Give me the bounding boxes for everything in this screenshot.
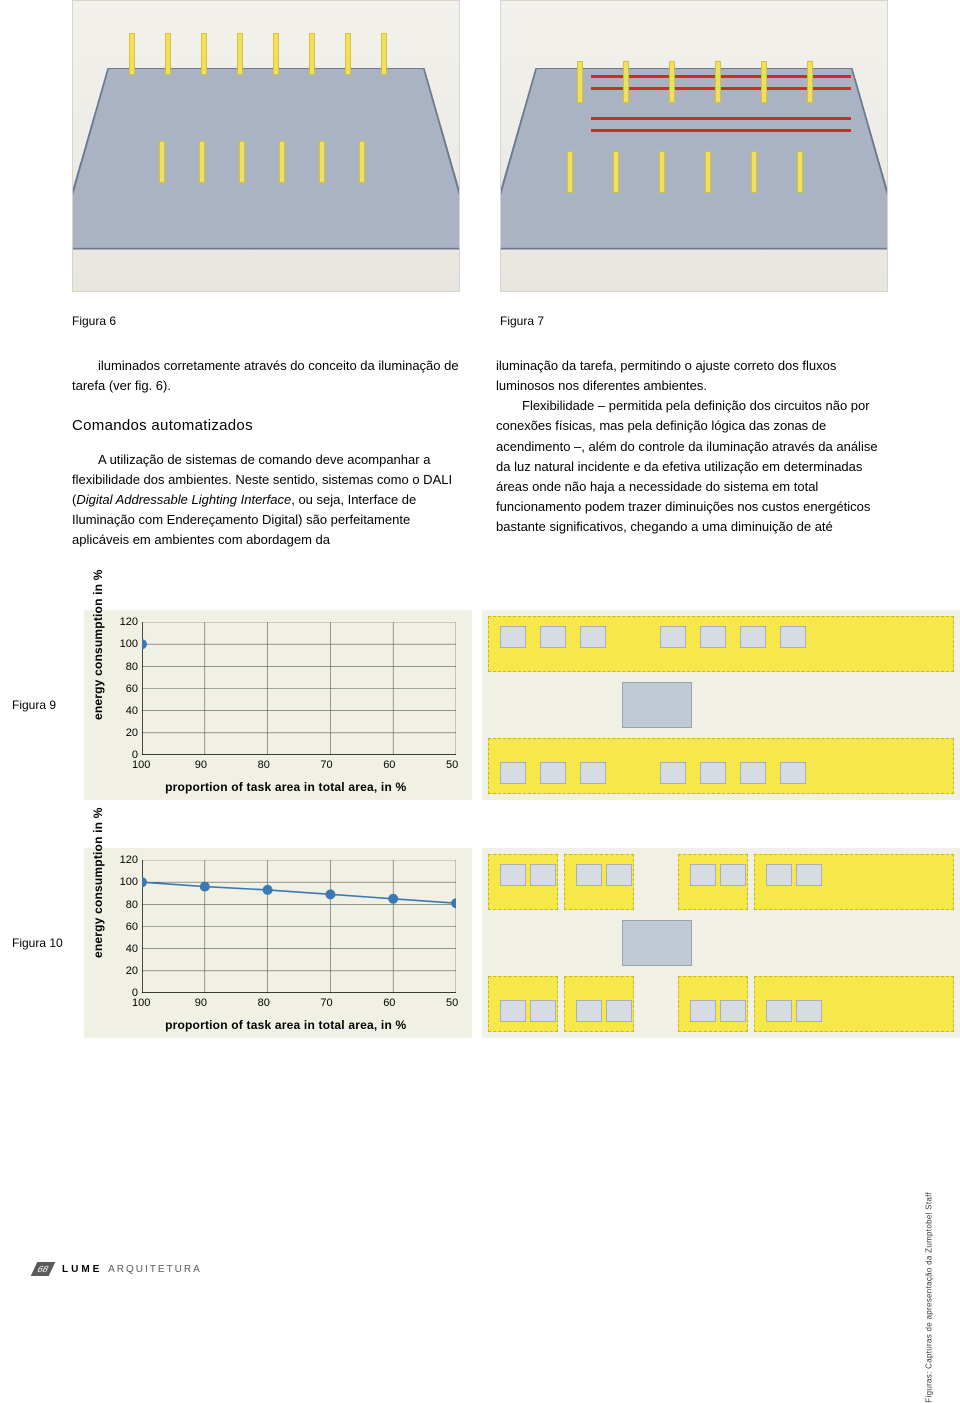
left-p2: A utilização de sistemas de comando deve…	[72, 450, 460, 551]
figure-10-block: Figura 10 energy consumption in % propor…	[0, 848, 960, 1038]
chart-xtick: 80	[258, 997, 270, 1009]
chart-ytick: 60	[126, 921, 138, 933]
left-p1: iluminados corretamente através do conce…	[72, 356, 460, 396]
page-number: 68	[36, 1264, 51, 1274]
figure-credit: Figuras: Capturas de apresentação da Zum…	[925, 1192, 934, 1403]
chart-xtick: 50	[446, 997, 458, 1009]
figure-10-label: Figura 10	[0, 936, 72, 950]
chart-xtick: 70	[320, 759, 332, 771]
chart-xtick: 60	[383, 759, 395, 771]
chart-9-xlabel: proportion of task area in total area, i…	[165, 780, 406, 794]
figure-6-image	[72, 0, 460, 292]
chart-10-svg	[142, 860, 456, 993]
figure-6-label: Figura 6	[72, 314, 460, 328]
figure-7-image	[500, 0, 888, 292]
right-column: iluminação da tarefa, permitindo o ajust…	[496, 356, 884, 550]
chart-xtick: 80	[258, 759, 270, 771]
chart-ytick: 60	[126, 683, 138, 695]
chart-10-ylabel: energy consumption in %	[91, 808, 105, 959]
chart-10-xlabel: proportion of task area in total area, i…	[165, 1018, 406, 1032]
floorplan-9	[478, 610, 960, 800]
chart-xtick: 90	[195, 997, 207, 1009]
chart-ytick: 120	[120, 616, 138, 628]
footer-brand-light: ARQUITETURA	[108, 1264, 202, 1275]
subhead-comandos: Comandos automatizados	[72, 414, 460, 437]
chart-xtick: 50	[446, 759, 458, 771]
chart-xtick: 60	[383, 997, 395, 1009]
left-column: iluminados corretamente através do conce…	[72, 356, 460, 550]
page-footer: 68 LUME ARQUITETURA	[0, 1262, 202, 1276]
chart-10: energy consumption in % proportion of ta…	[84, 848, 472, 1038]
top-figure-labels: Figura 6 Figura 7	[72, 314, 888, 328]
chart-ytick: 40	[126, 705, 138, 717]
chart-xtick: 70	[320, 997, 332, 1009]
chart-xtick: 100	[132, 759, 150, 771]
chart-ytick: 100	[120, 638, 138, 650]
chart-ytick: 80	[126, 899, 138, 911]
page-number-badge: 68	[31, 1262, 56, 1276]
chart-ytick: 80	[126, 661, 138, 673]
floorplan-10	[478, 848, 960, 1038]
left-p2-italic: Digital Addressable Lighting Interface	[76, 492, 291, 507]
figure-9-label: Figura 9	[0, 698, 72, 712]
chart-ytick: 100	[120, 876, 138, 888]
chart-ytick: 120	[120, 854, 138, 866]
footer-brand: LUME ARQUITETURA	[62, 1264, 202, 1275]
body-columns: iluminados corretamente através do conce…	[72, 356, 888, 550]
footer-brand-bold: LUME	[62, 1264, 102, 1275]
top-figure-row	[72, 0, 888, 292]
chart-ytick: 20	[126, 965, 138, 977]
chart-ytick: 40	[126, 943, 138, 955]
figure-7-label: Figura 7	[500, 314, 888, 328]
right-p1: iluminação da tarefa, permitindo o ajust…	[496, 356, 884, 396]
figure-9-block: Figura 9 energy consumption in % proport…	[0, 610, 960, 800]
chart-xtick: 100	[132, 997, 150, 1009]
chart-9-ylabel: energy consumption in %	[91, 570, 105, 721]
chart-9-svg	[142, 622, 456, 755]
chart-9: energy consumption in % proportion of ta…	[84, 610, 472, 800]
right-p2: Flexibilidade – permitida pela definição…	[496, 396, 884, 537]
chart-ytick: 20	[126, 727, 138, 739]
chart-xtick: 90	[195, 759, 207, 771]
